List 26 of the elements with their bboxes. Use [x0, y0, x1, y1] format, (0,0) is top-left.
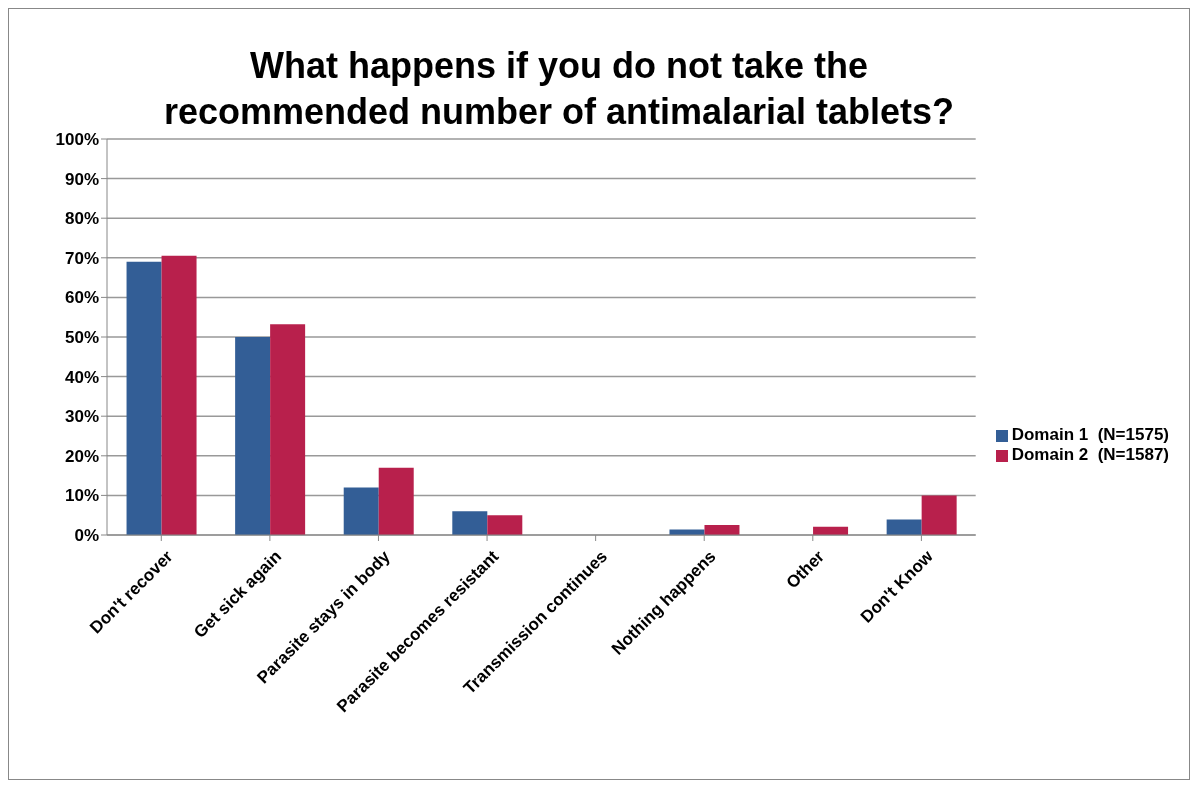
y-tick-label: 10%	[64, 486, 99, 506]
y-tick-label: 60%	[64, 288, 99, 308]
y-tick-label: 90%	[64, 169, 99, 189]
y-tick-label: 70%	[64, 248, 99, 268]
bar	[126, 261, 162, 535]
y-tick-label: 30%	[64, 407, 99, 427]
bar	[343, 487, 379, 535]
bar	[886, 519, 922, 535]
y-tick-label: 80%	[64, 209, 99, 229]
y-tick-label: 40%	[64, 367, 99, 387]
bar	[378, 467, 414, 535]
bar	[270, 324, 306, 535]
legend-label: Domain 2 (N=1587)	[1011, 445, 1169, 464]
bar	[235, 337, 271, 535]
legend-label: Domain 1 (N=1575)	[1011, 425, 1169, 444]
y-tick-label: 100%	[55, 130, 99, 150]
bar	[161, 255, 197, 535]
bar	[921, 495, 957, 535]
bar	[704, 525, 740, 535]
bar	[487, 515, 523, 535]
y-tick-label: 0%	[74, 526, 99, 546]
bar	[452, 511, 488, 535]
chart-title: What happens if you do not take the recommended number of antimalarial tablets?	[162, 44, 956, 134]
y-tick-label: 50%	[64, 328, 99, 348]
bar	[669, 529, 705, 535]
y-tick-label: 20%	[64, 446, 99, 466]
